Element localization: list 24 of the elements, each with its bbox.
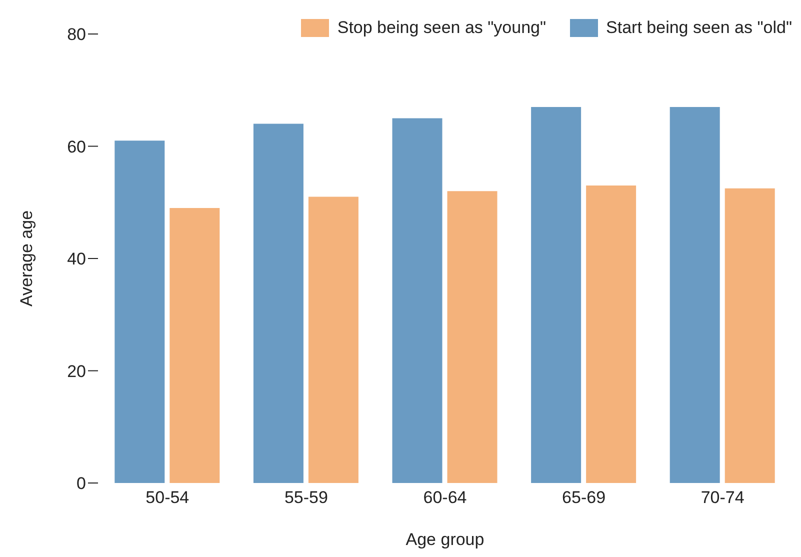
x-tick-label: 65-69 bbox=[562, 488, 606, 508]
y-axis-title: Average age bbox=[17, 210, 36, 307]
bar bbox=[447, 191, 498, 483]
y-tick-label: 0 bbox=[76, 474, 86, 494]
bar bbox=[170, 208, 220, 483]
x-tick-label: 70-74 bbox=[700, 488, 744, 508]
bar bbox=[114, 140, 165, 483]
y-tick-label: 40 bbox=[67, 250, 86, 269]
y-tick-label: 80 bbox=[67, 25, 86, 44]
bar bbox=[670, 106, 720, 483]
bar bbox=[724, 188, 775, 483]
y-tick-label: 20 bbox=[67, 362, 86, 381]
bar bbox=[392, 118, 442, 483]
bar bbox=[586, 186, 636, 483]
legend-label: Stop being seen as "young" bbox=[336, 18, 546, 38]
x-tick-label: 60-64 bbox=[423, 488, 467, 508]
bar bbox=[308, 196, 358, 483]
bar bbox=[531, 106, 582, 483]
x-tick-label: 55-59 bbox=[284, 488, 328, 508]
legend-label: Start being seen as "old" bbox=[605, 18, 792, 38]
x-tick-label: 50-54 bbox=[146, 488, 190, 508]
x-axis-title: Age group bbox=[406, 530, 484, 549]
y-tick-label: 60 bbox=[67, 137, 86, 156]
bar bbox=[253, 124, 304, 483]
